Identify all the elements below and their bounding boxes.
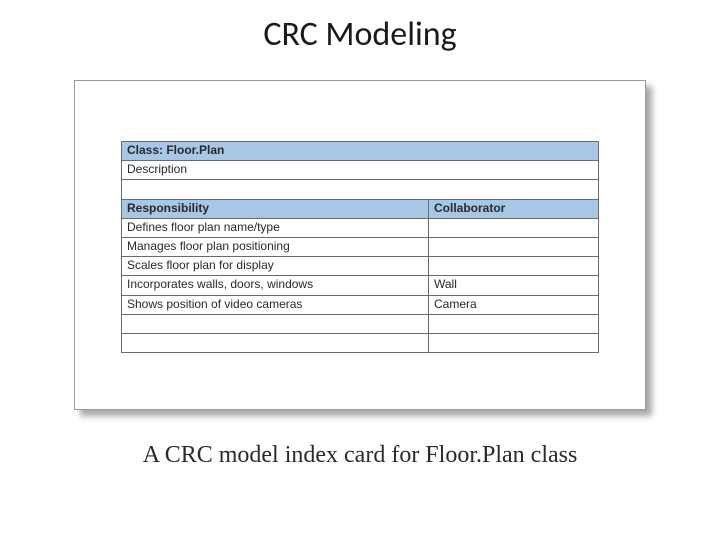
class-label: Class: Floor.Plan — [122, 142, 599, 161]
class-header-row: Class: Floor.Plan — [122, 142, 599, 161]
empty-cell — [122, 333, 429, 352]
crc-table: Class: Floor.Plan Description Responsibi… — [121, 141, 599, 353]
description-label: Description — [122, 161, 599, 180]
collaborator-cell: Camera — [429, 295, 599, 314]
table-row: Shows position of video cameras Camera — [122, 295, 599, 314]
column-header-row: Responsibility Collaborator — [122, 199, 599, 218]
slide-title: CRC Modeling — [0, 0, 720, 55]
description-row: Description — [122, 161, 599, 180]
table-empty-row — [122, 333, 599, 352]
responsibility-cell: Manages floor plan positioning — [122, 237, 429, 256]
collaborator-cell — [429, 257, 599, 276]
collaborator-header: Collaborator — [429, 199, 599, 218]
empty-cell — [122, 314, 429, 333]
crc-card-frame: Class: Floor.Plan Description Responsibi… — [74, 80, 646, 410]
responsibility-cell: Defines floor plan name/type — [122, 218, 429, 237]
empty-cell — [429, 314, 599, 333]
slide-caption: A CRC model index card for Floor.Plan cl… — [0, 442, 720, 469]
table-row: Defines floor plan name/type — [122, 218, 599, 237]
table-row: Incorporates walls, doors, windows Wall — [122, 276, 599, 295]
empty-cell — [429, 333, 599, 352]
description-blank-row — [122, 180, 599, 199]
table-row: Scales floor plan for display — [122, 257, 599, 276]
table-empty-row — [122, 314, 599, 333]
responsibility-cell: Shows position of video cameras — [122, 295, 429, 314]
table-row: Manages floor plan positioning — [122, 237, 599, 256]
collaborator-cell — [429, 237, 599, 256]
responsibility-cell: Scales floor plan for display — [122, 257, 429, 276]
collaborator-cell — [429, 218, 599, 237]
description-blank-cell — [122, 180, 599, 199]
responsibility-header: Responsibility — [122, 199, 429, 218]
responsibility-cell: Incorporates walls, doors, windows — [122, 276, 429, 295]
collaborator-cell: Wall — [429, 276, 599, 295]
